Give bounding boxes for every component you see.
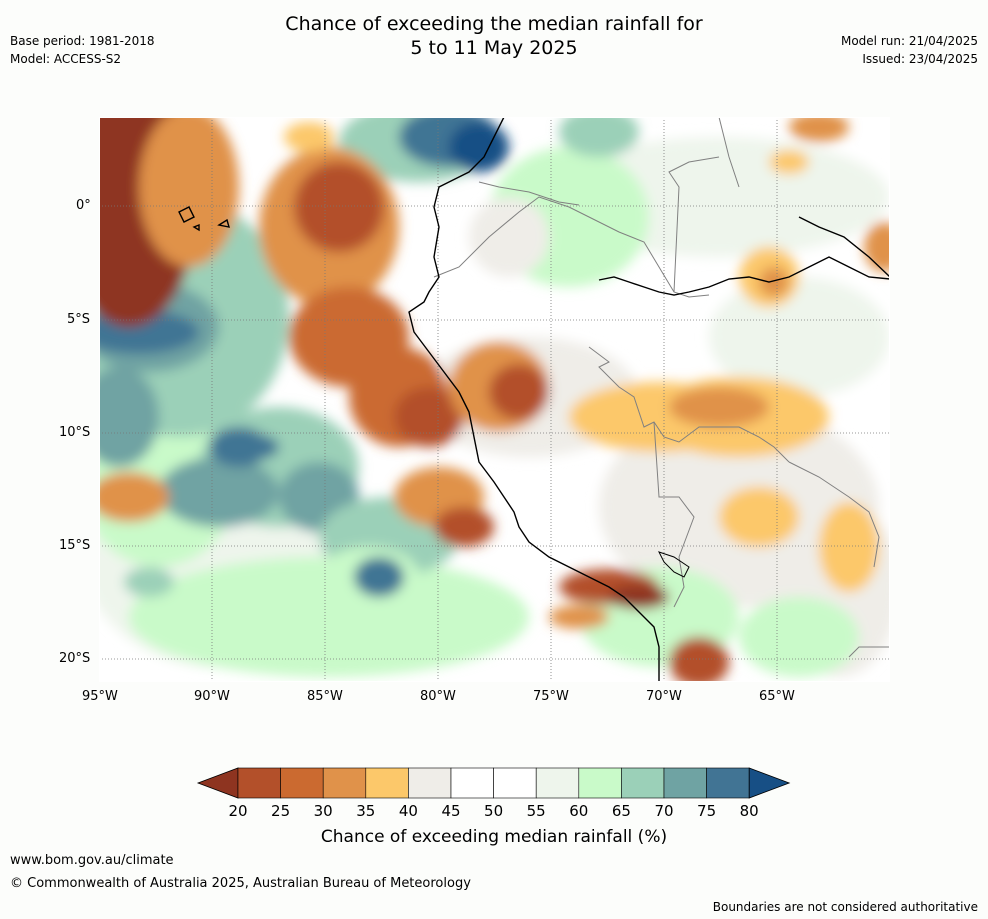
lat-tick-10s: 10°S <box>59 425 91 440</box>
colorbar-tick-label: 35 <box>356 802 375 820</box>
colorbar-tick-label: 65 <box>612 802 631 820</box>
lon-tick-65w: 65°W <box>759 689 795 704</box>
colorbar-tick-label: 80 <box>740 802 759 820</box>
coastline <box>178 117 890 682</box>
colorbar-tick-label: 45 <box>441 802 460 820</box>
colorbar: 20 25 30 35 40 45 50 55 60 65 70 75 80 <box>196 767 791 820</box>
colorbar-cell <box>322 767 367 799</box>
lat-tick-20s: 20°S <box>59 651 91 666</box>
lat-tick-0: 0° <box>76 198 91 213</box>
footer-copyright: © Commonwealth of Australia 2025, Austra… <box>10 876 471 891</box>
issued-text: Issued: 23/04/2025 <box>862 52 978 66</box>
colorbar-label: Chance of exceeding median rainfall (%) <box>320 827 668 847</box>
colorbar-tick-label: 70 <box>654 802 673 820</box>
lon-tick-90w: 90°W <box>194 689 230 704</box>
lon-tick-80w: 80°W <box>420 689 456 704</box>
title-line-1: Chance of exceeding the median rainfall … <box>285 13 703 35</box>
river-north <box>798 216 890 278</box>
colorbar-cell <box>706 767 750 799</box>
colorbar-cell <box>621 767 665 799</box>
colorbar-cell <box>450 767 494 799</box>
map-title: Chance of exceeding the median rainfall … <box>0 12 988 60</box>
meta-right: Model run: 21/04/2025 Issued: 23/04/2025 <box>841 32 978 68</box>
galapagos-islands <box>178 206 230 232</box>
colorbar-tick-label: 60 <box>569 802 588 820</box>
lat-tick-5s: 5°S <box>67 312 91 327</box>
colorbar-cell <box>663 767 707 799</box>
colorbar-cells <box>196 767 791 799</box>
colorbar-tick-label: 40 <box>399 802 418 820</box>
colorbar-cell <box>365 767 409 799</box>
colorbar-tick-label: 25 <box>271 802 290 820</box>
colorbar-cell <box>578 767 622 799</box>
country-borders <box>433 117 889 658</box>
colorbar-cell <box>280 767 324 799</box>
meta-left: Base period: 1981-2018 Model: ACCESS-S2 <box>10 32 155 68</box>
amazon-river <box>598 256 890 296</box>
gridlines <box>99 117 890 682</box>
base-period-text: Base period: 1981-2018 <box>10 34 155 48</box>
lon-tick-95w: 95°W <box>82 689 118 704</box>
colorbar-tick-label: 55 <box>527 802 546 820</box>
lake-titicaca <box>658 551 690 578</box>
colorbar-tick-label: 75 <box>697 802 716 820</box>
colorbar-tick-label: 20 <box>228 802 247 820</box>
map-frame <box>99 117 890 682</box>
colorbar-extend-low <box>196 767 239 799</box>
lon-tick-75w: 75°W <box>533 689 569 704</box>
rainfall-map <box>99 117 890 682</box>
model-text: Model: ACCESS-S2 <box>10 52 122 66</box>
title-line-2: 5 to 11 May 2025 <box>410 37 578 59</box>
pacific-coastline <box>408 117 660 682</box>
colorbar-cell <box>237 767 281 799</box>
colorbar-cell <box>493 767 537 799</box>
colorbar-cell <box>408 767 452 799</box>
colorbar-tick-label: 30 <box>314 802 333 820</box>
colorbar-tick-label: 50 <box>484 802 503 820</box>
lon-tick-85w: 85°W <box>307 689 343 704</box>
model-run-text: Model run: 21/04/2025 <box>840 34 978 48</box>
colorbar-cell <box>535 767 580 799</box>
lat-tick-15s: 15°S <box>59 538 91 553</box>
footer-url: www.bom.gov.au/climate <box>10 853 174 868</box>
footer-disclaimer: Boundaries are not considered authoritat… <box>712 900 978 914</box>
lon-tick-70w: 70°W <box>646 689 682 704</box>
colorbar-extend-high <box>748 767 791 799</box>
colorbar-tick-labels: 20 25 30 35 40 45 50 55 60 65 70 75 80 <box>228 802 758 820</box>
probability-field <box>99 117 890 682</box>
